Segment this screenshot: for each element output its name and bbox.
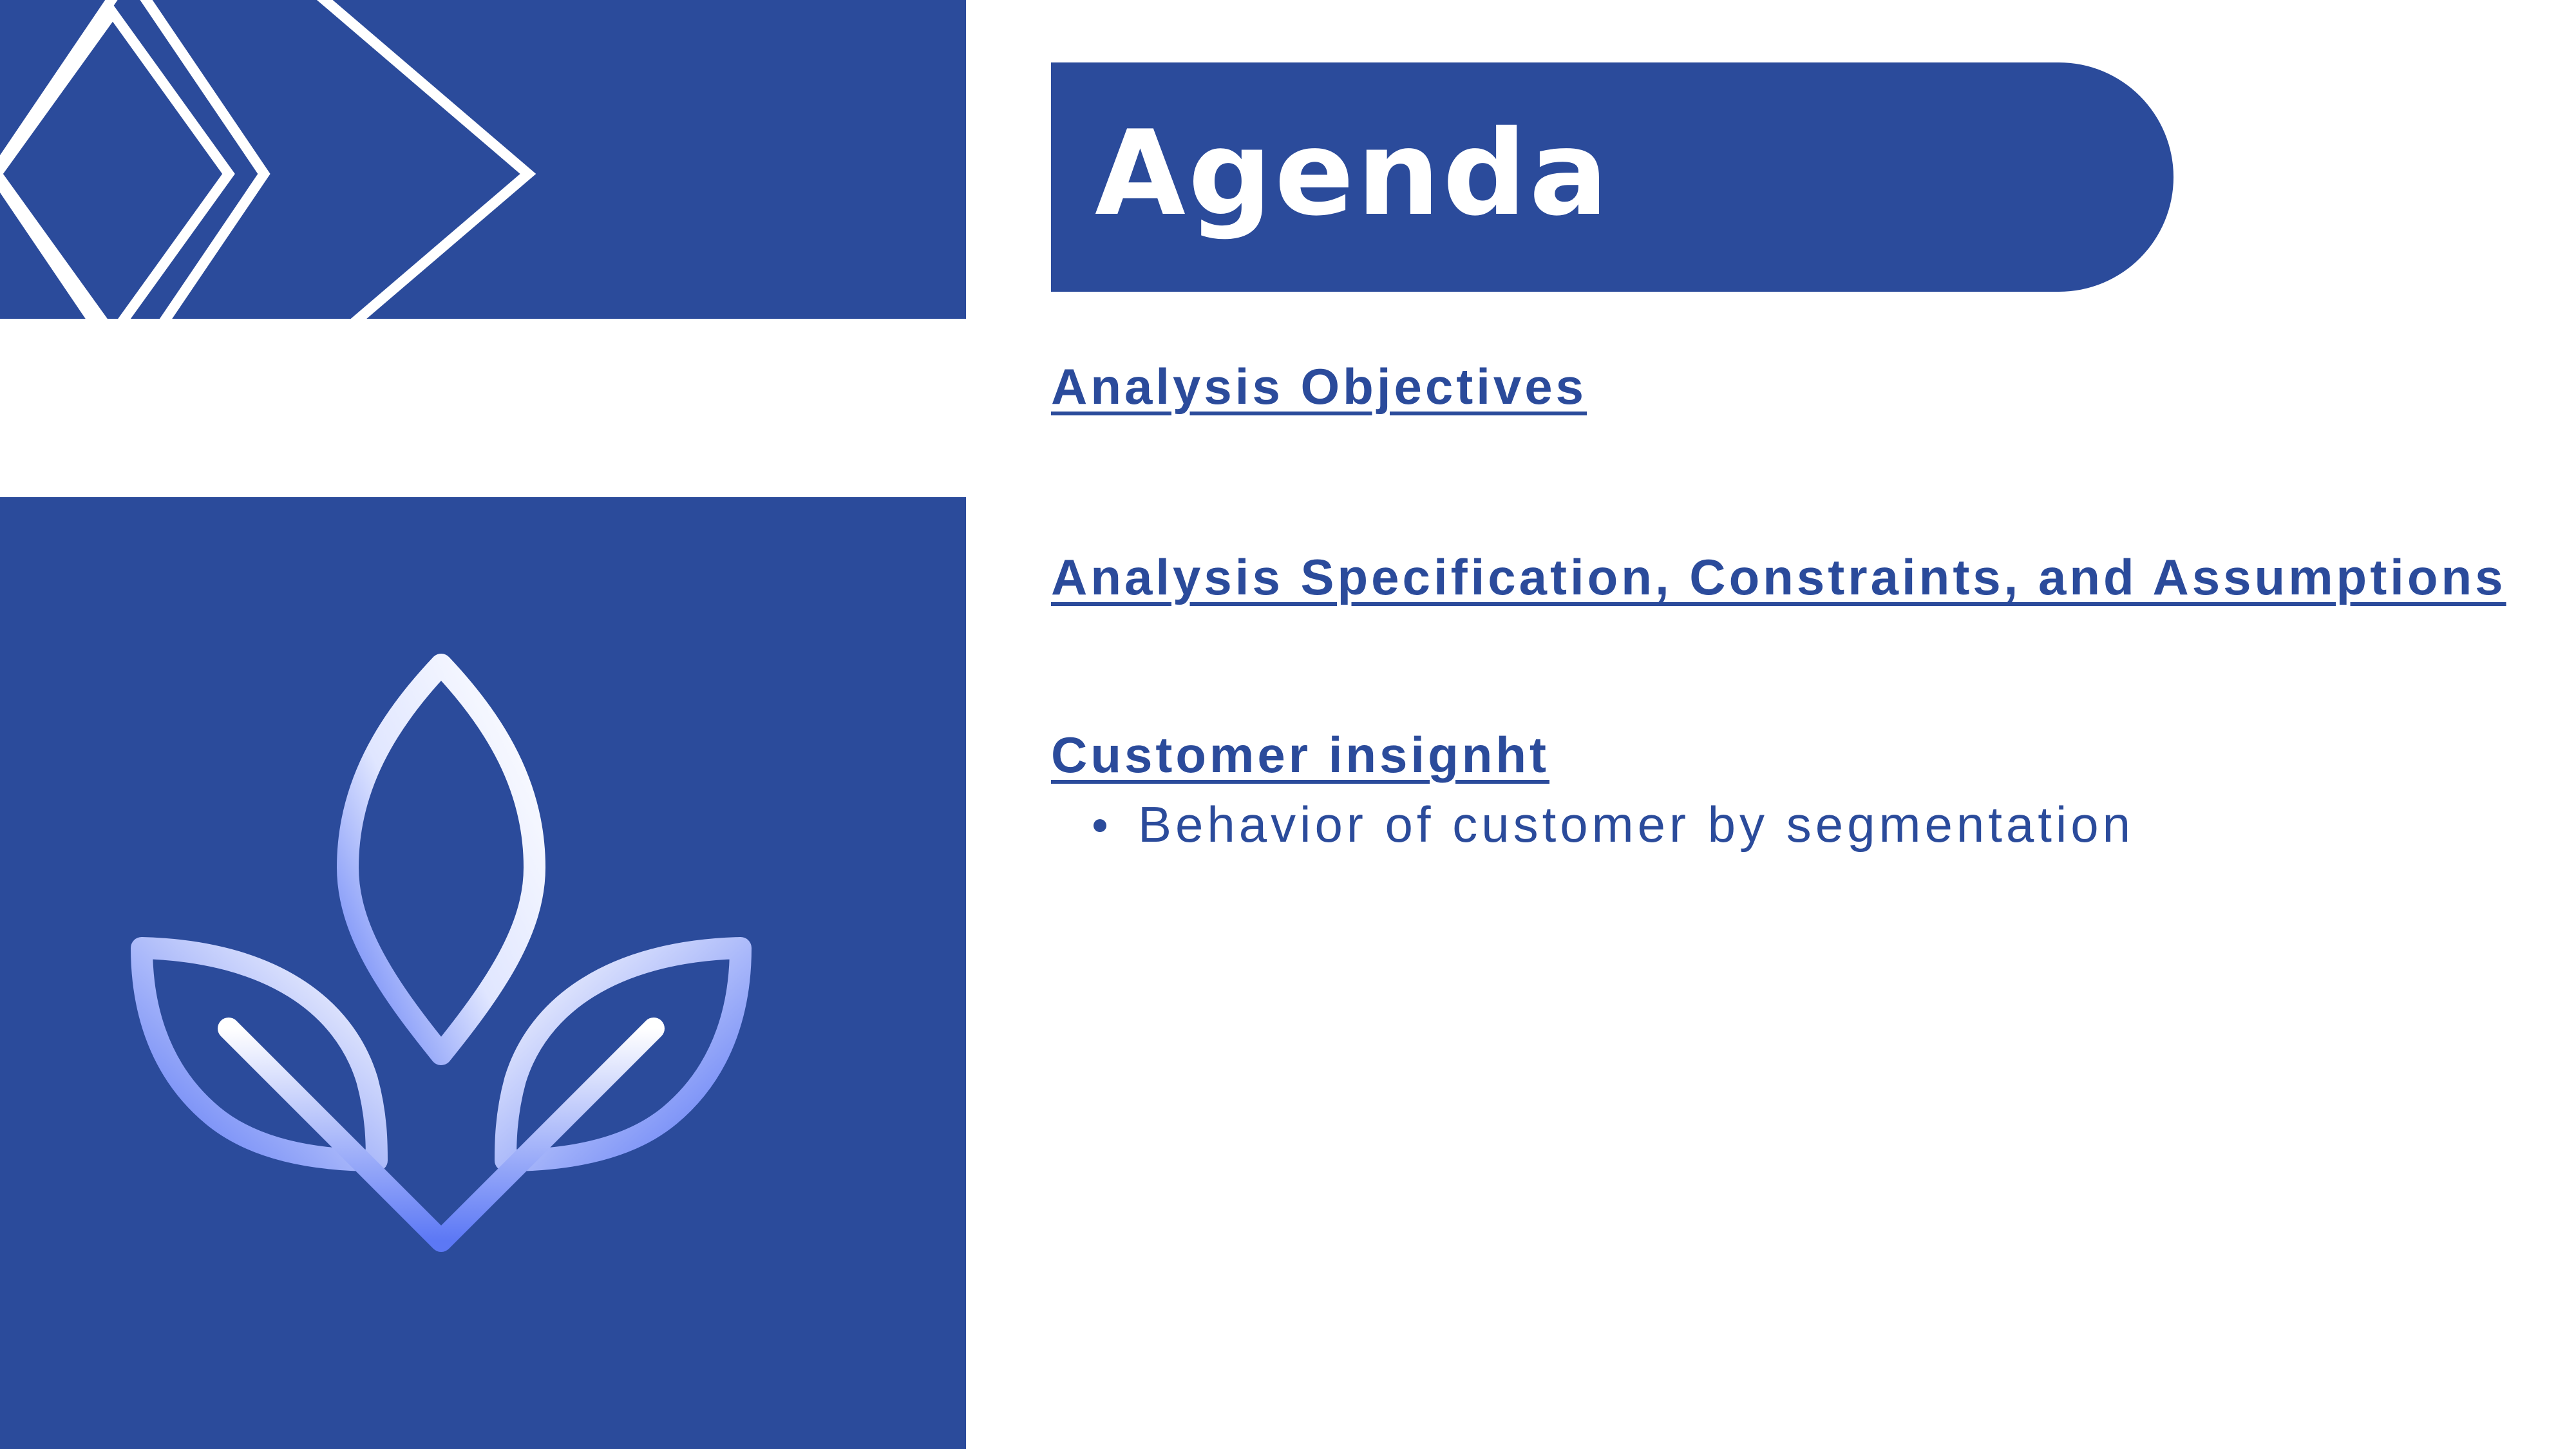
page-title: Agenda xyxy=(1095,105,1611,242)
agenda-link-analysis-objectives[interactable]: Analysis Objectives xyxy=(1051,358,1587,415)
top-decor-panel xyxy=(0,0,966,319)
diamond-lines-icon xyxy=(0,0,536,319)
list-item: Behavior of customer by segmentation xyxy=(1051,792,2134,857)
title-banner: Agenda xyxy=(1051,62,2174,292)
sprout-leaves-icon xyxy=(131,654,752,1252)
list-item-label: Behavior of customer by segmentation xyxy=(1138,796,2135,853)
bullet-icon xyxy=(1094,819,1106,832)
agenda-link-customer-insight[interactable]: Customer insignht xyxy=(1051,726,1550,783)
illustration-panel xyxy=(0,497,966,1449)
agenda-link-analysis-specification[interactable]: Analysis Specification, Constraints, and… xyxy=(1051,549,2506,605)
customer-insight-sublist: Behavior of customer by segmentation xyxy=(1051,792,2134,857)
